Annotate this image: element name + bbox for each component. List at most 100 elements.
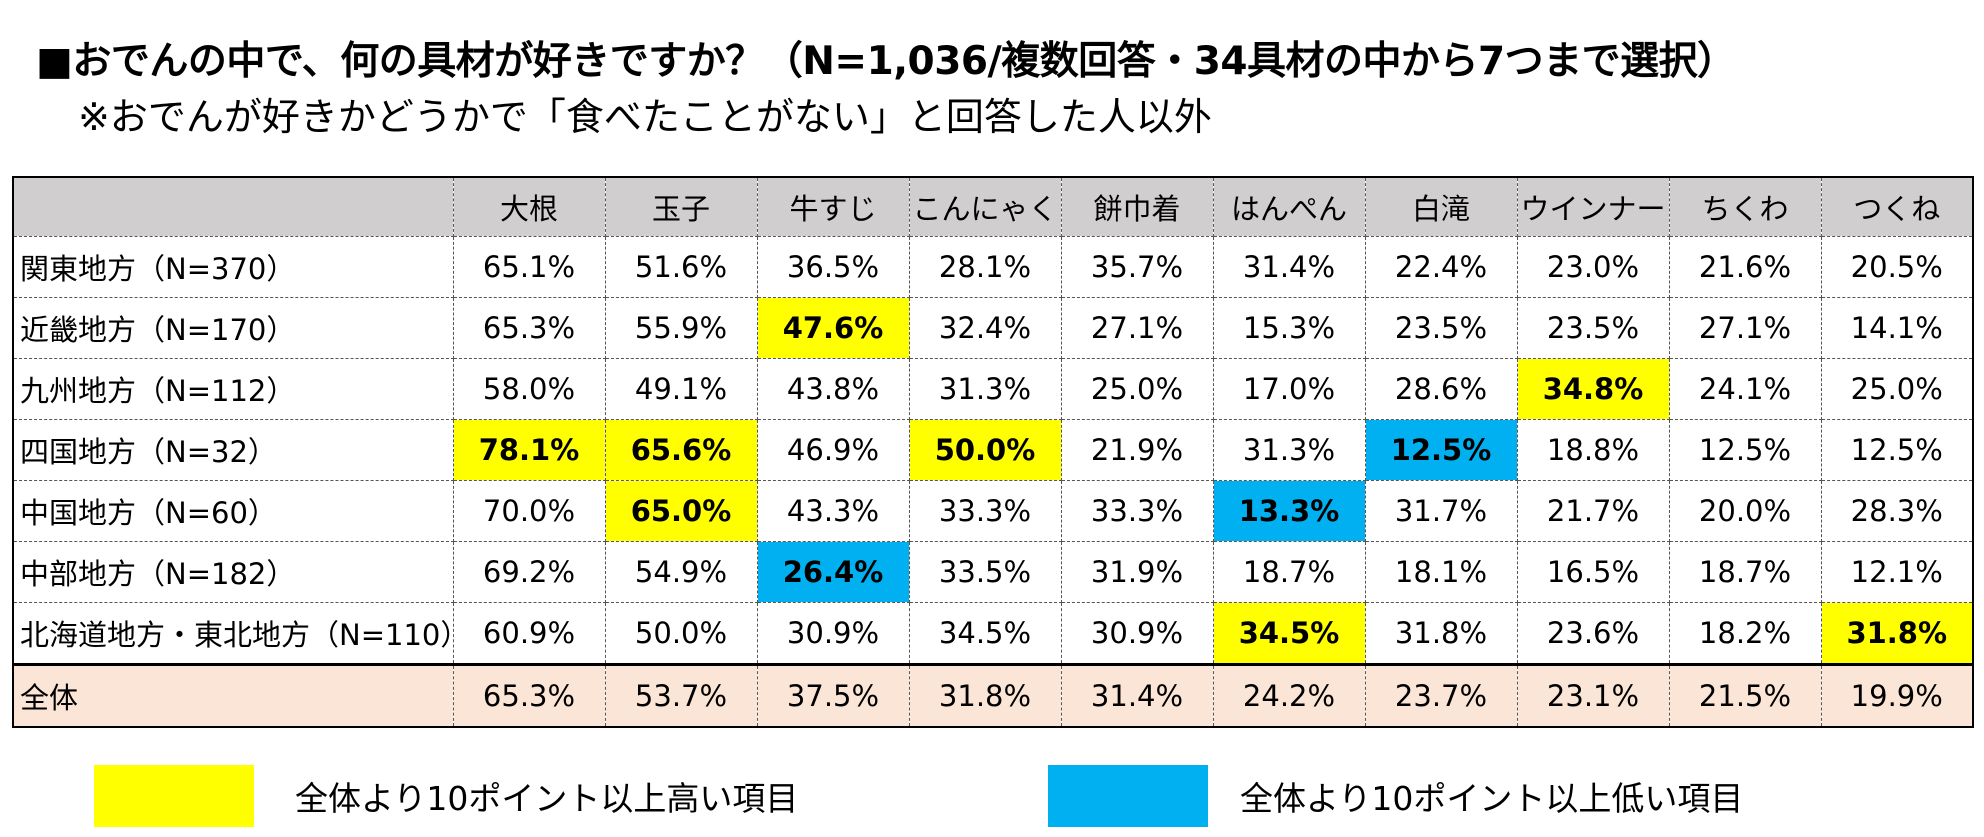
table-row: 近畿地方（N=170） 65.3% 55.9% 47.6% 32.4% 27.1% 15.3… xyxy=(12,297,1974,359)
value-cell: 49.1% xyxy=(604,358,758,420)
row-label: 北海道地方・東北地方（N=110） xyxy=(12,602,454,665)
column-header: 白滝 xyxy=(1364,176,1518,237)
value-cell: 58.0% xyxy=(452,358,606,420)
value-cell: 43.8% xyxy=(756,358,910,420)
value-cell: 27.1% xyxy=(1060,297,1214,359)
value-cell: 28.6% xyxy=(1364,358,1518,420)
value-cell-high: 31.8% xyxy=(1820,602,1974,665)
value-cell: 12.5% xyxy=(1668,419,1822,481)
column-header: つくね xyxy=(1820,176,1974,237)
table-body: 関東地方（N=370） 65.1% 51.6% 36.5% 28.1% 35.7% 31.4… xyxy=(12,236,1974,728)
value-cell: 21.5% xyxy=(1668,663,1822,728)
value-cell: 70.0% xyxy=(452,480,606,542)
value-cell: 65.1% xyxy=(452,236,606,298)
value-cell-low: 26.4% xyxy=(756,541,910,603)
table-row: 関東地方（N=370） 65.1% 51.6% 36.5% 28.1% 35.7% 31.4… xyxy=(12,236,1974,298)
value-cell: 30.9% xyxy=(1060,602,1214,665)
value-cell: 53.7% xyxy=(604,663,758,728)
value-cell: 21.9% xyxy=(1060,419,1214,481)
value-cell: 25.0% xyxy=(1060,358,1214,420)
column-header: 餅巾着 xyxy=(1060,176,1214,237)
value-cell-high: 34.8% xyxy=(1516,358,1670,420)
value-cell: 23.5% xyxy=(1364,297,1518,359)
value-cell: 50.0% xyxy=(604,602,758,665)
row-label: 四国地方（N=32） xyxy=(12,419,454,481)
value-cell: 18.2% xyxy=(1668,602,1822,665)
value-cell: 31.8% xyxy=(1364,602,1518,665)
value-cell: 20.0% xyxy=(1668,480,1822,542)
value-cell: 18.8% xyxy=(1516,419,1670,481)
header-row: 大根 玉子 牛すじ こんにゃく 餅巾着 はんぺん 白滝 ウインナー ちくわ つく… xyxy=(12,176,1974,237)
value-cell: 18.7% xyxy=(1668,541,1822,603)
row-label: 関東地方（N=370） xyxy=(12,236,454,298)
legend-high-label: 全体より10ポイント以上高い項目 xyxy=(295,779,799,818)
value-cell: 54.9% xyxy=(604,541,758,603)
value-cell: 33.3% xyxy=(1060,480,1214,542)
value-cell: 20.5% xyxy=(1820,236,1974,298)
value-cell: 28.3% xyxy=(1820,480,1974,542)
value-cell: 19.9% xyxy=(1820,663,1974,728)
value-cell: 31.3% xyxy=(908,358,1062,420)
row-label: 全体 xyxy=(12,663,454,728)
value-cell: 31.4% xyxy=(1212,236,1366,298)
row-label: 中国地方（N=60） xyxy=(12,480,454,542)
value-cell-high: 50.0% xyxy=(908,419,1062,481)
value-cell: 24.1% xyxy=(1668,358,1822,420)
table-row: 九州地方（N=112） 58.0% 49.1% 43.8% 31.3% 25.0% 17.0… xyxy=(12,358,1974,420)
value-cell: 31.3% xyxy=(1212,419,1366,481)
value-cell: 33.5% xyxy=(908,541,1062,603)
value-cell: 12.1% xyxy=(1820,541,1974,603)
table-row: 四国地方（N=32） 78.1% 65.6% 46.9% 50.0% 21.9% 31.3%… xyxy=(12,419,1974,481)
legend-high-swatch xyxy=(94,765,254,827)
legend-low-label: 全体より10ポイント以上低い項目 xyxy=(1240,779,1744,818)
column-header: 大根 xyxy=(452,176,606,237)
value-cell: 21.7% xyxy=(1516,480,1670,542)
value-cell: 23.5% xyxy=(1516,297,1670,359)
total-row: 全体 65.3% 53.7% 37.5% 31.8% 31.4% 24.2% 23.7% 23.… xyxy=(12,663,1974,728)
value-cell-low: 13.3% xyxy=(1212,480,1366,542)
table-row: 中部地方（N=182） 69.2% 54.9% 26.4% 33.5% 31.9% 18.7… xyxy=(12,541,1974,603)
value-cell: 65.3% xyxy=(452,663,606,728)
chart-title: ■おでんの中で、何の具材が好きですか？（N=1,036/複数回答・34具材の中か… xyxy=(36,39,1736,84)
value-cell: 15.3% xyxy=(1212,297,1366,359)
value-cell: 24.2% xyxy=(1212,663,1366,728)
value-cell: 33.3% xyxy=(908,480,1062,542)
value-cell: 14.1% xyxy=(1820,297,1974,359)
value-cell: 55.9% xyxy=(604,297,758,359)
value-cell: 69.2% xyxy=(452,541,606,603)
column-header: 玉子 xyxy=(604,176,758,237)
value-cell: 12.5% xyxy=(1820,419,1974,481)
value-cell: 23.1% xyxy=(1516,663,1670,728)
value-cell-high: 65.6% xyxy=(604,419,758,481)
data-table: 大根 玉子 牛すじ こんにゃく 餅巾着 はんぺん 白滝 ウインナー ちくわ つく… xyxy=(12,176,1974,728)
value-cell: 30.9% xyxy=(756,602,910,665)
corner-cell xyxy=(12,176,454,237)
value-cell: 65.3% xyxy=(452,297,606,359)
value-cell-high: 78.1% xyxy=(452,419,606,481)
value-cell: 22.4% xyxy=(1364,236,1518,298)
value-cell: 16.5% xyxy=(1516,541,1670,603)
value-cell-high: 47.6% xyxy=(756,297,910,359)
value-cell-high: 65.0% xyxy=(604,480,758,542)
value-cell: 31.4% xyxy=(1060,663,1214,728)
legend-low-swatch xyxy=(1048,765,1208,827)
value-cell: 23.0% xyxy=(1516,236,1670,298)
row-label: 九州地方（N=112） xyxy=(12,358,454,420)
value-cell: 31.7% xyxy=(1364,480,1518,542)
column-header: ウインナー xyxy=(1516,176,1670,237)
value-cell: 34.5% xyxy=(908,602,1062,665)
value-cell: 25.0% xyxy=(1820,358,1974,420)
row-label: 中部地方（N=182） xyxy=(12,541,454,603)
column-header: ちくわ xyxy=(1668,176,1822,237)
value-cell: 32.4% xyxy=(908,297,1062,359)
value-cell-low: 12.5% xyxy=(1364,419,1518,481)
value-cell: 21.6% xyxy=(1668,236,1822,298)
value-cell: 46.9% xyxy=(756,419,910,481)
value-cell: 51.6% xyxy=(604,236,758,298)
row-label: 近畿地方（N=170） xyxy=(12,297,454,359)
value-cell: 60.9% xyxy=(452,602,606,665)
value-cell: 36.5% xyxy=(756,236,910,298)
value-cell: 27.1% xyxy=(1668,297,1822,359)
value-cell: 43.3% xyxy=(756,480,910,542)
table-row: 中国地方（N=60） 70.0% 65.0% 43.3% 33.3% 33.3% 13.3%… xyxy=(12,480,1974,542)
